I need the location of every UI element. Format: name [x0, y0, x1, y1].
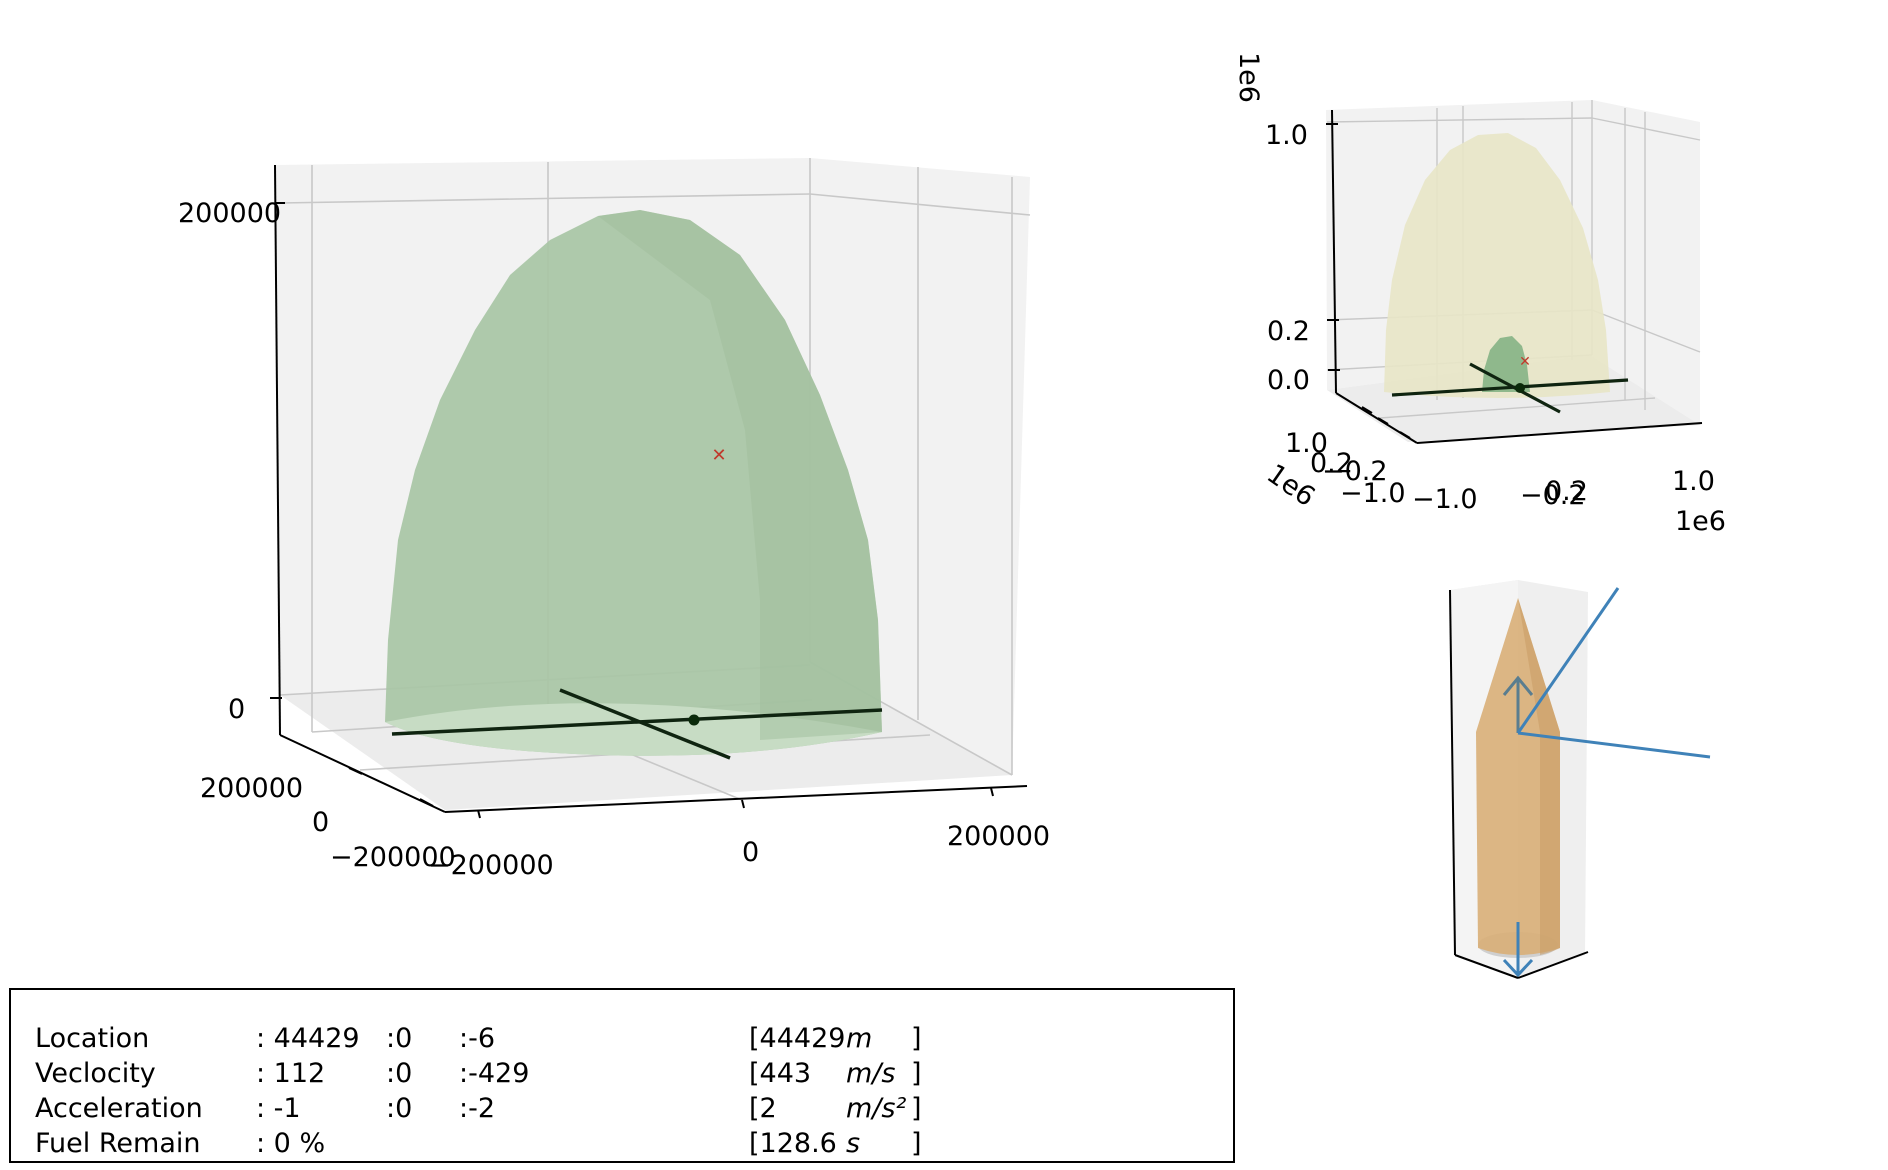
- main-x-tick-1: 0: [742, 837, 759, 868]
- row-value-z: :-6: [459, 1023, 496, 1054]
- row-label: Location: [35, 1023, 150, 1054]
- overview-y-tick-0: 1.0: [1285, 428, 1328, 459]
- row-value-y: :0: [386, 1023, 413, 1054]
- row-label: Veclocity: [35, 1058, 156, 1089]
- telemetry-row-velocity: Veclocity : 112 :0 :-429 [443 m/s ]: [11, 1056, 1233, 1091]
- main-z-tick-0: 200000: [178, 198, 281, 229]
- overview-z-axis: [1331, 109, 1337, 394]
- main-y-tick-2: −200000: [330, 842, 456, 873]
- telemetry-row-fuel: Fuel Remain : 0 % [128.6 s ]: [11, 1126, 1233, 1161]
- overview-vehicle-marker: [1515, 383, 1525, 393]
- row-unit: s: [846, 1128, 861, 1159]
- main-z-tick-1: 0: [228, 694, 245, 725]
- overview-x-tick-2: 0.2: [1545, 476, 1588, 507]
- row-value-x: : 44429: [256, 1023, 360, 1054]
- row-value-z: :-2: [459, 1093, 496, 1124]
- row-magnitude: [128.6: [749, 1128, 837, 1159]
- row-value-z: :-429: [459, 1058, 530, 1089]
- row-label: Acceleration: [35, 1093, 203, 1124]
- row-bracket: ]: [911, 1093, 922, 1124]
- row-value-x: : 112: [256, 1058, 326, 1089]
- row-value-y: :0: [386, 1093, 413, 1124]
- overview-x-tick-0: −1.0: [1412, 484, 1478, 515]
- figure-canvas: ✕ 200000 0 200000 0 −200000 −200000 0 20…: [178, 52, 1726, 979]
- row-label: Fuel Remain: [35, 1128, 201, 1159]
- attitude-x-axis: [1517, 951, 1589, 979]
- main-y-tick-0: 200000: [200, 773, 303, 804]
- overview-x-offset: 1e6: [1675, 506, 1726, 537]
- row-value-x: : 0 %: [256, 1128, 326, 1159]
- telemetry-row-acceleration: Acceleration : -1 :0 :-2 [2 m/s² ]: [11, 1091, 1233, 1126]
- attitude-z-axis: [1449, 589, 1456, 956]
- row-magnitude: [443: [749, 1058, 812, 1089]
- overview-y-tick-3: −1.0: [1340, 478, 1406, 509]
- main-z-axis: [274, 164, 281, 736]
- attitude-velocity-vector: [1517, 731, 1711, 759]
- attitude-vehicle-shade: [1518, 598, 1560, 955]
- row-value-y: :0: [386, 1058, 413, 1089]
- overview-z-offset: 1e6: [1233, 52, 1264, 103]
- overview-target-marker: ✕: [1519, 354, 1531, 370]
- row-unit: m/s: [846, 1058, 896, 1089]
- row-value-x: : -1: [256, 1093, 301, 1124]
- telemetry-panel: Location : 44429 :0 :-6 [44429 m ] Veclo…: [9, 988, 1235, 1163]
- overview-3d-axes: ✕ 1.0 0.2 0.0 1.0 0.2 −0.2 −1.0 −1.0 −0.…: [1233, 52, 1726, 537]
- main-tick-marks: [270, 202, 994, 819]
- attitude-gravity-arrowhead: [1502, 958, 1534, 978]
- row-bracket: ]: [911, 1023, 922, 1054]
- main-x-tick-0: −200000: [428, 850, 554, 881]
- overview-tick-marks: [1326, 123, 1411, 439]
- attitude-up-arrowhead: [1502, 675, 1534, 696]
- overview-y-tick-1: 0.2: [1310, 448, 1353, 479]
- overview-z-tick-2: 0.0: [1267, 365, 1310, 396]
- overview-x-tick-1: −0.2: [1520, 480, 1586, 511]
- row-bracket: ]: [911, 1128, 922, 1159]
- main-surface-shade: [598, 210, 882, 740]
- main-crosshair-y: [559, 688, 731, 760]
- overview-x-axis: [1416, 422, 1703, 444]
- row-magnitude: [2: [749, 1093, 777, 1124]
- overview-y-tick-2: −0.2: [1322, 456, 1388, 487]
- telemetry-row-location: Location : 44429 :0 :-6 [44429 m ]: [11, 1021, 1233, 1056]
- overview-crosshair-x: [1391, 378, 1629, 397]
- main-x-axis: [444, 785, 1028, 813]
- main-y-tick-1: 0: [312, 807, 329, 838]
- attitude-y-axis: [1454, 954, 1519, 979]
- main-vehicle-marker: [688, 714, 700, 726]
- attitude-thrust-vector: [1516, 587, 1620, 734]
- overview-outer-surface: [1384, 133, 1610, 398]
- overview-x-tick-3: 1.0: [1672, 466, 1715, 497]
- overview-z-tick-1: 0.2: [1267, 316, 1310, 347]
- main-3d-axes: ✕ 200000 0 200000 0 −200000 −200000 0 20…: [178, 158, 1050, 881]
- main-y-axis: [279, 734, 446, 813]
- overview-z-tick-0: 1.0: [1265, 120, 1308, 151]
- main-x-tick-2: 200000: [947, 821, 1050, 852]
- row-unit: m/s²: [846, 1093, 907, 1124]
- attitude-3d-axes: [1449, 580, 1711, 979]
- main-target-marker: ✕: [711, 445, 726, 466]
- row-bracket: ]: [911, 1058, 922, 1089]
- row-magnitude: [44429: [749, 1023, 846, 1054]
- row-unit: m: [846, 1023, 873, 1054]
